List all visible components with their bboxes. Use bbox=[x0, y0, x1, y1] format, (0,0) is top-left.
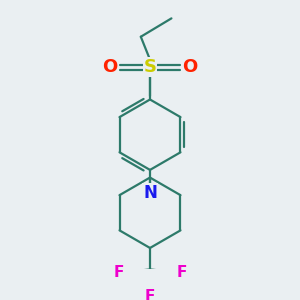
Text: O: O bbox=[182, 58, 197, 76]
Text: F: F bbox=[145, 289, 155, 300]
Text: S: S bbox=[143, 58, 157, 76]
Text: N: N bbox=[143, 184, 157, 202]
Text: F: F bbox=[176, 265, 187, 280]
Text: F: F bbox=[113, 265, 124, 280]
Text: N: N bbox=[143, 184, 157, 202]
Text: O: O bbox=[103, 58, 118, 76]
